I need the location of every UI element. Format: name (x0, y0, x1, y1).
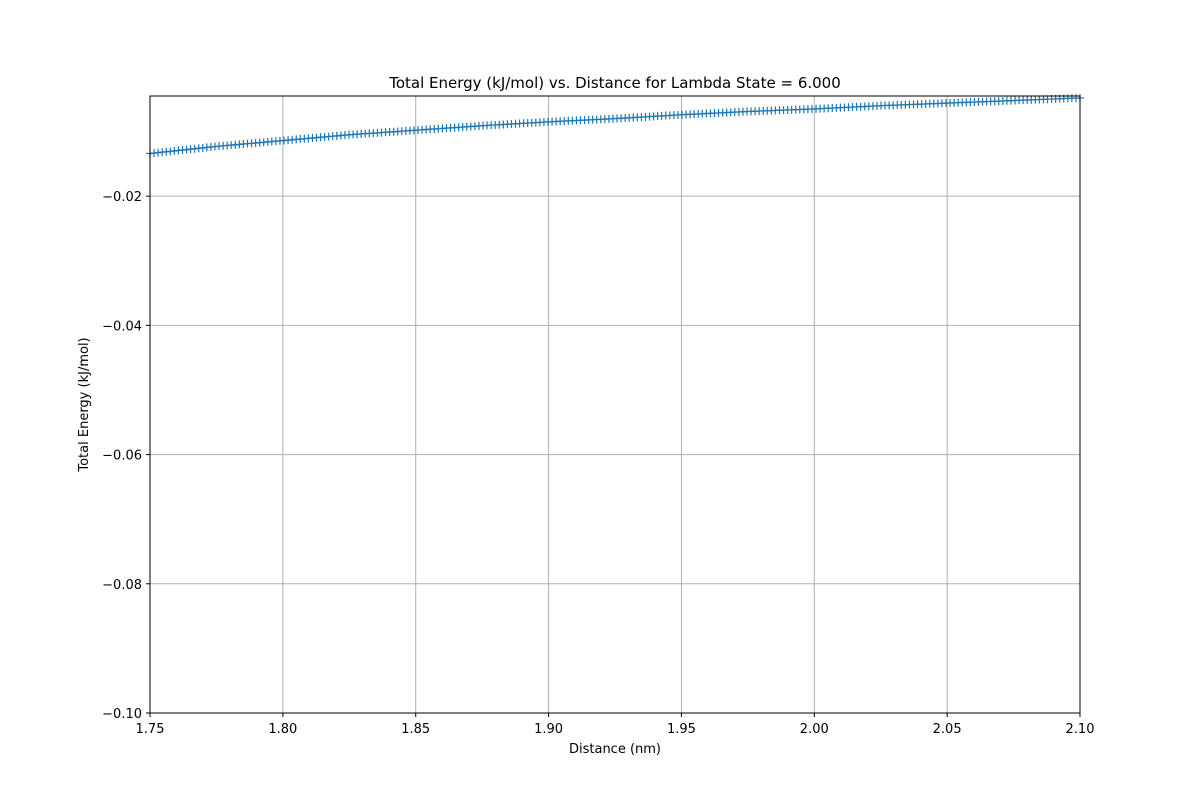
tick-layer: 1.75 1.80 1.85 1.90 1.95 2.00 2.05 2.10 −0.10 −0.… (102, 190, 1094, 737)
x-tick-label: 1.90 (534, 722, 563, 737)
x-tick-label: 1.85 (401, 722, 430, 737)
x-tick-label: 1.95 (667, 722, 696, 737)
y-tick-label: −0.02 (102, 190, 142, 205)
y-tick-label: −0.10 (102, 707, 142, 722)
x-tick-label: 2.00 (800, 722, 829, 737)
x-tick-label: 1.80 (268, 722, 297, 737)
y-tick-label: −0.04 (102, 319, 142, 334)
y-axis-label: Total Energy (kJ/mol) (77, 337, 92, 472)
x-tick-label: 1.75 (136, 722, 165, 737)
x-axis-label: Distance (nm) (569, 742, 661, 757)
x-tick-label: 2.10 (1066, 722, 1095, 737)
data-layer (146, 93, 1084, 158)
y-tick-label: −0.08 (102, 578, 142, 593)
y-tick-label: −0.06 (102, 449, 142, 464)
plot-frame (149, 95, 1081, 714)
x-tick-label: 2.05 (933, 722, 962, 737)
grid-layer (149, 96, 1081, 714)
chart-title: Total Energy (kJ/mol) vs. Distance for L… (388, 74, 841, 92)
